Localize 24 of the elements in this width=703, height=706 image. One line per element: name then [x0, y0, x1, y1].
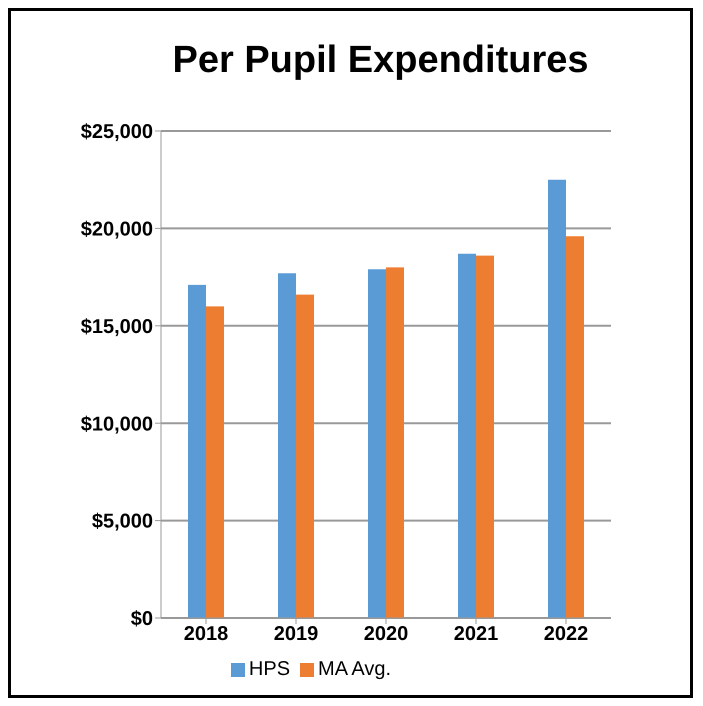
bar [296, 294, 314, 618]
chart-title: Per Pupil Expenditures [172, 38, 590, 83]
bar [476, 256, 494, 618]
y-tick-label: $25,000 [80, 121, 153, 144]
x-tick-label: 2021 [454, 623, 498, 646]
bar [206, 306, 224, 618]
y-tick-label: $10,000 [80, 413, 153, 436]
bar [278, 273, 296, 618]
x-tick-label: 2022 [544, 623, 588, 646]
bar [458, 254, 476, 618]
bar [566, 236, 584, 618]
y-tick-label: $0 [130, 608, 153, 630]
y-tick-label: $5,000 [92, 510, 153, 533]
legend-label: HPS [248, 658, 290, 680]
y-tick-label: $15,000 [80, 316, 153, 338]
legend-label: MA Avg. [318, 658, 392, 680]
bar [548, 180, 566, 618]
x-tick-label: 2020 [364, 623, 408, 646]
bar [368, 269, 386, 618]
y-tick-label: $20,000 [80, 218, 153, 240]
x-tick-label: 2018 [184, 623, 228, 646]
bar [386, 267, 404, 618]
bar [188, 284, 206, 618]
x-tick-label: 2019 [274, 623, 318, 646]
